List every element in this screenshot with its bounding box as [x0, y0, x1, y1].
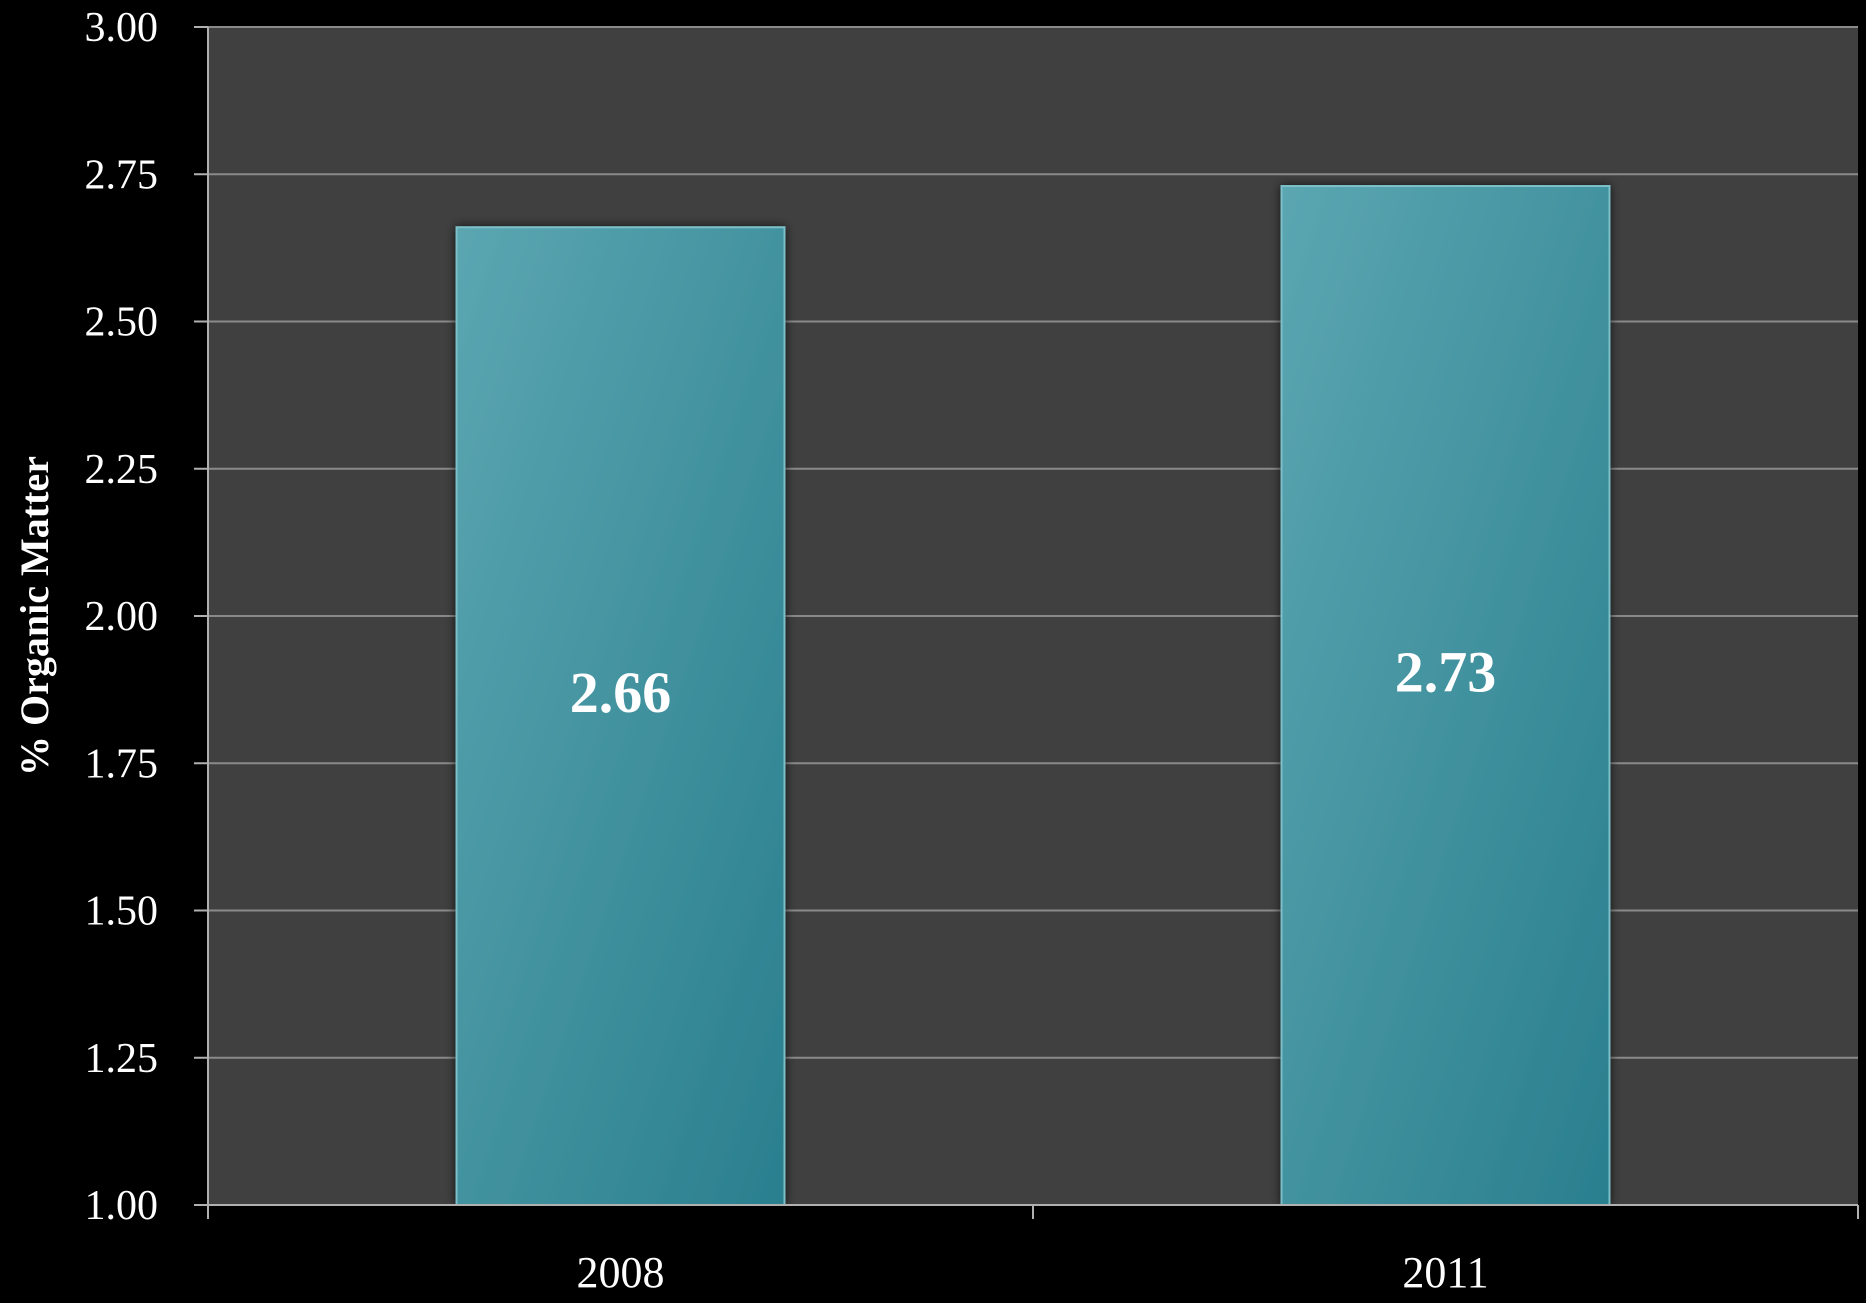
data-label: 2.73: [1395, 640, 1497, 705]
y-tick-label: 1.75: [85, 741, 159, 787]
y-tick-label: 2.50: [85, 300, 159, 346]
y-tick-label: 2.75: [85, 152, 159, 198]
y-tick-label: 1.50: [85, 889, 159, 935]
axes: [194, 26, 1859, 1219]
labels: 1.00 1.25 1.50 1.75 2.00 2.25 2.50 2.75 3.00 2.66…: [12, 5, 1496, 1297]
y-axis-title: % Organic Matter: [12, 456, 57, 776]
y-tick-label: 1.25: [85, 1036, 159, 1082]
bars: [455, 185, 1611, 1206]
y-tick-label: 1.00: [85, 1183, 159, 1229]
bar-2008: [455, 226, 786, 1206]
y-tick-label: 3.00: [85, 5, 159, 51]
bar-2011: [1280, 185, 1611, 1206]
x-category-label: 2008: [577, 1248, 665, 1297]
y-tick-label: 2.00: [85, 594, 159, 640]
data-label: 2.66: [570, 660, 672, 725]
x-category-label: 2011: [1402, 1248, 1488, 1297]
y-tick-label: 2.25: [85, 447, 159, 493]
